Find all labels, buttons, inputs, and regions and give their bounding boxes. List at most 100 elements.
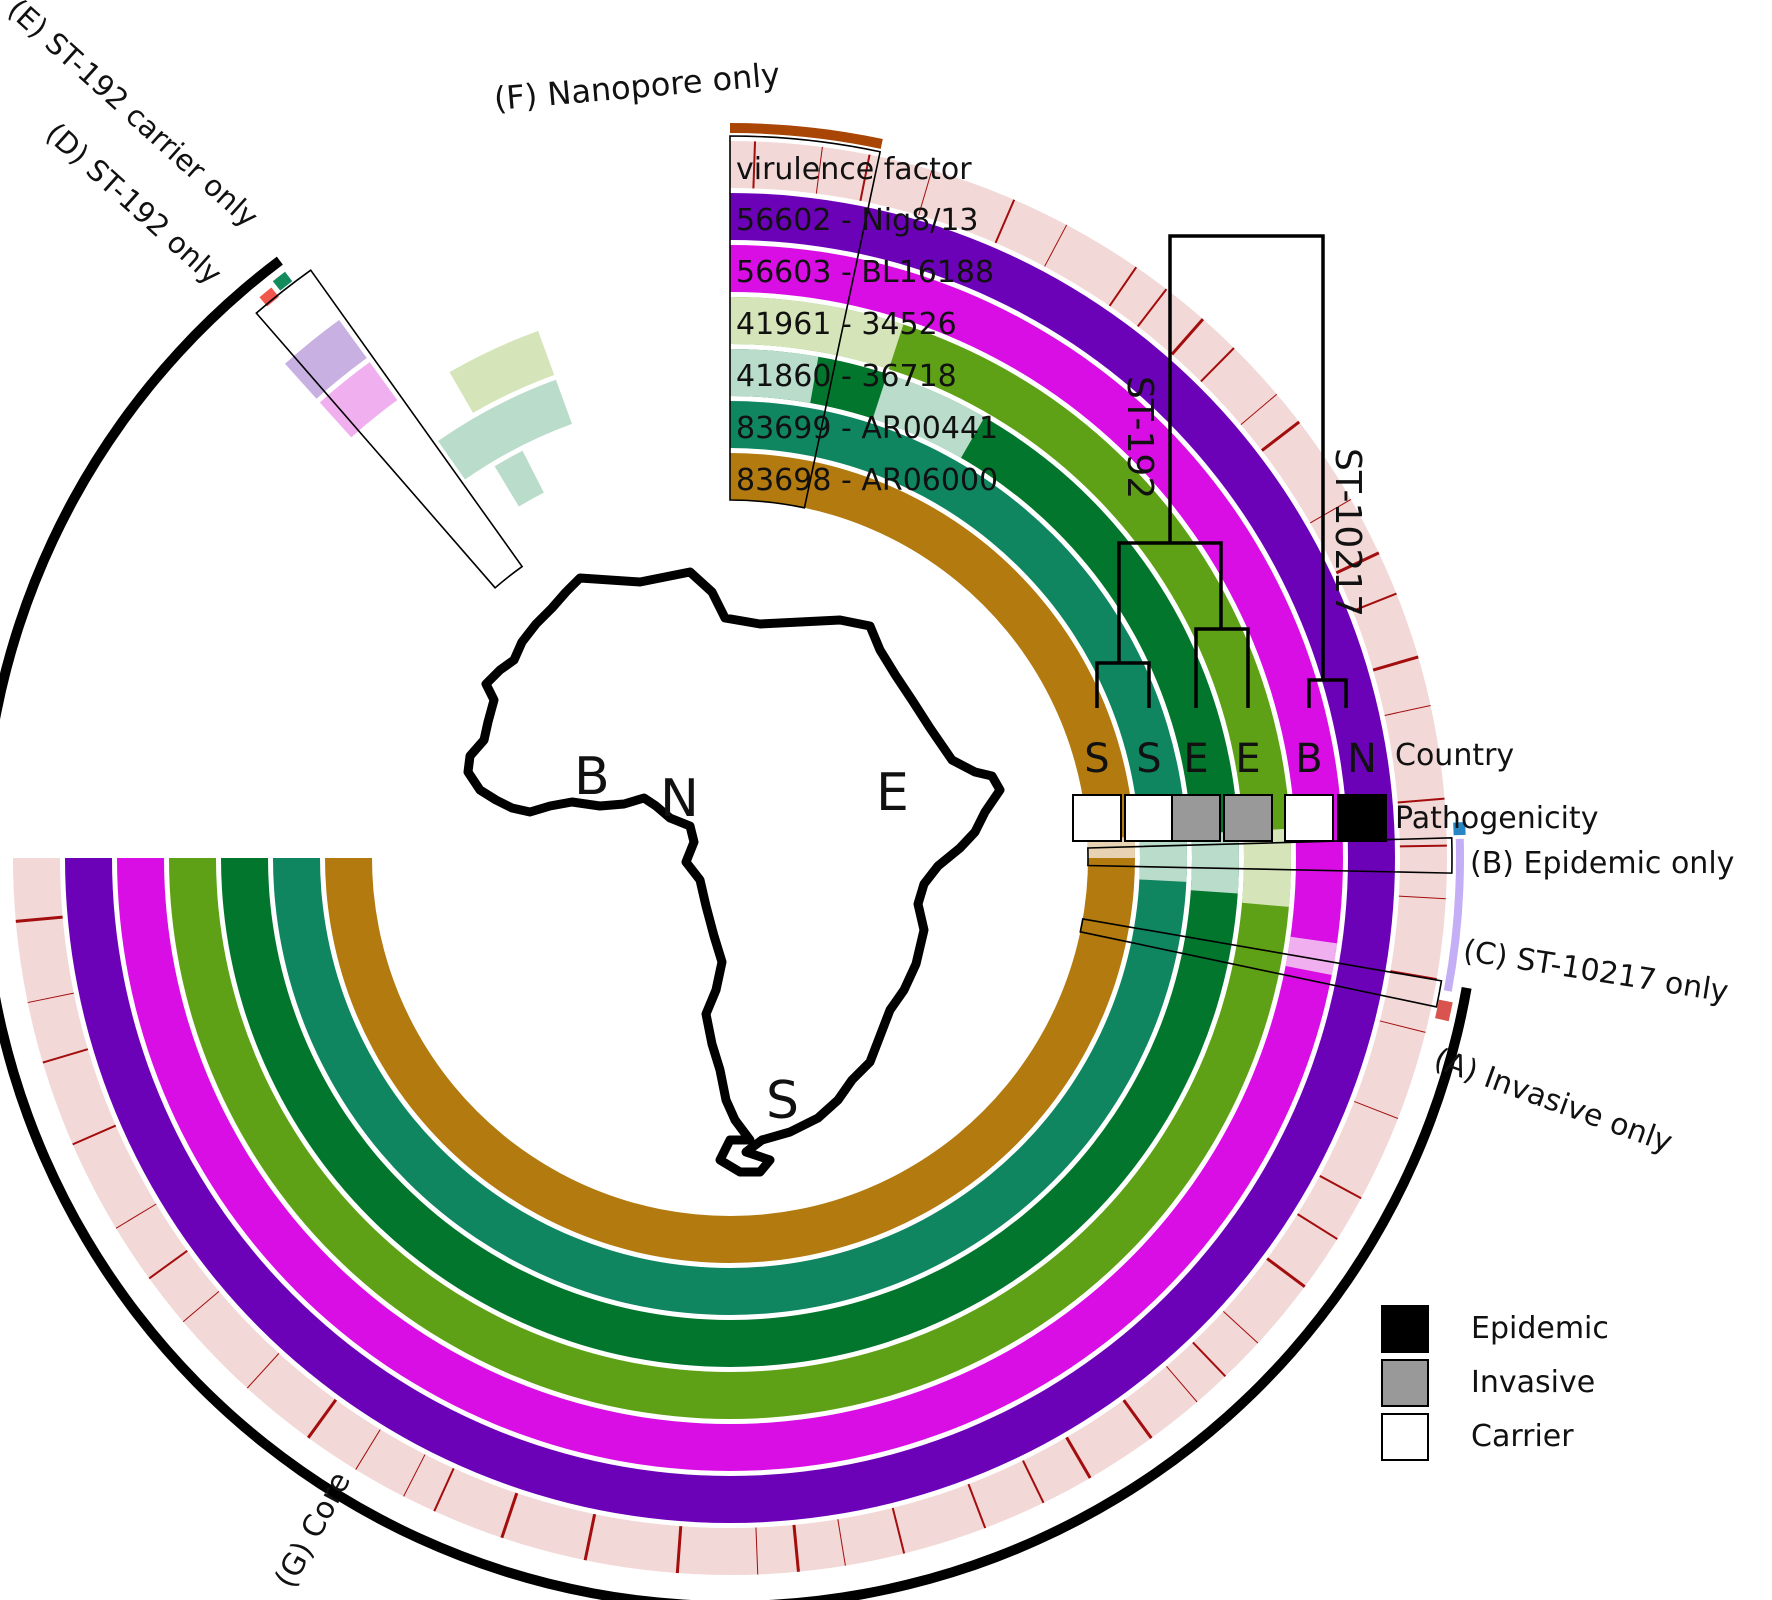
region-arc-B — [1453, 822, 1466, 836]
pathogenicity-row — [1072, 794, 1387, 842]
tree-root — [1168, 234, 1325, 680]
virulence-mark — [1166, 1366, 1198, 1403]
virulence-mark — [792, 1524, 800, 1572]
country-letter-2: E — [1183, 736, 1208, 782]
ring-gap-1 — [730, 349, 819, 404]
phylogenetic-tree — [1095, 234, 1348, 708]
ring-gap-7 — [494, 450, 544, 507]
country-letter-1: S — [1136, 736, 1161, 782]
virulence-mark — [1296, 1213, 1338, 1240]
ring-label-56602: 56602 - Nig8/13 — [736, 203, 979, 238]
country-letter-4: B — [1295, 736, 1322, 782]
legend-label-epidemic: Epidemic — [1471, 1311, 1609, 1346]
region-wedge-3 — [1079, 918, 1443, 1008]
virulence-mark — [1335, 551, 1380, 575]
virulence-mark — [1399, 844, 1447, 848]
virulence-mark — [1352, 592, 1397, 612]
legend: Epidemic Invasive Carrier — [1381, 1305, 1609, 1461]
virulence-mark — [1022, 1460, 1045, 1504]
africa-outline — [463, 567, 1005, 1177]
region-label-f: (F) Nanopore only — [492, 55, 781, 118]
virulence-mark — [148, 1250, 188, 1280]
virulence-mark — [1398, 895, 1446, 900]
virulence-mark — [967, 1483, 987, 1529]
region-label-c: (C) ST-10217 only — [1461, 933, 1731, 1009]
virulence-mark — [115, 1203, 157, 1229]
ring-label-41860: 41860 - 36718 — [736, 359, 957, 394]
region-arc-A — [1435, 999, 1453, 1022]
region-arc-C — [1443, 838, 1464, 992]
virulence-mark — [403, 1454, 426, 1497]
virulence-mark — [837, 1519, 846, 1566]
map-letter-e: E — [876, 763, 909, 823]
virulence-mark — [1192, 1341, 1227, 1378]
region-arc-E — [272, 271, 293, 291]
region-wedge-0 — [729, 135, 882, 509]
map-letter-n: N — [660, 769, 699, 829]
virulence-mark — [1379, 1020, 1426, 1033]
ring-gap-6 — [319, 362, 398, 438]
pathogenicity-box-0 — [1072, 794, 1122, 842]
virulence-mark — [755, 1527, 759, 1575]
virulence-mark — [355, 1429, 381, 1470]
ring-gap-2 — [872, 373, 985, 458]
region-arc-D — [259, 287, 279, 307]
country-letter-5: N — [1347, 736, 1377, 782]
virulence-mark — [27, 992, 74, 1004]
virulence-mark — [815, 146, 823, 194]
country-letter-3: E — [1235, 736, 1260, 782]
ring-gap-12 — [1285, 936, 1338, 975]
pathogenicity-label: Pathogenicity — [1395, 801, 1598, 836]
virulence-mark — [1223, 1310, 1259, 1344]
virulence-mark — [1309, 499, 1352, 524]
pathogenicity-box-1 — [1124, 794, 1174, 842]
virulence-mark — [1122, 1399, 1153, 1440]
virulence-mark — [306, 1398, 338, 1439]
virulence-mark — [918, 169, 933, 216]
ring-labels: virulence factor 56602 - Nig8/13 56603 -… — [736, 152, 998, 498]
virulence-mark — [752, 141, 757, 189]
virulence-mark — [994, 199, 1016, 244]
ring-gap-11 — [1242, 828, 1292, 907]
virulence-mark — [1065, 1436, 1092, 1479]
virulence-mark — [1108, 266, 1138, 307]
clade-label-st192: ST-192 — [1119, 376, 1160, 499]
legend-label-invasive: Invasive — [1471, 1365, 1595, 1400]
pathogenicity-box-3 — [1223, 794, 1273, 842]
tree-e-node — [1194, 627, 1250, 708]
pathogenicity-box-4 — [1284, 794, 1334, 842]
ring-gap-4 — [438, 379, 572, 480]
virulence-mark — [1266, 1257, 1306, 1288]
ring-gap-3 — [449, 330, 555, 413]
map-letter-b: B — [574, 747, 610, 807]
ring-label-83698: 83698 - AR06000 — [736, 463, 998, 498]
map-letter-s: S — [766, 1071, 799, 1131]
region-label-a: (A) Invasive only — [1429, 1042, 1676, 1161]
virulence-mark — [500, 1492, 519, 1539]
region-wedge-2 — [1087, 837, 1453, 874]
tree-s-node — [1095, 661, 1151, 708]
country-letter-0: S — [1084, 736, 1109, 782]
virulence-mark — [246, 1353, 280, 1389]
pathogenicity-box-5 — [1337, 794, 1387, 842]
pathogenicity-box-2 — [1171, 794, 1221, 842]
region-arc-F — [730, 123, 883, 149]
virulence-mark — [1137, 288, 1168, 328]
ring-label-83699: 83699 - AR00441 — [736, 411, 998, 446]
virulence-mark — [1319, 1175, 1362, 1200]
virulence-mark — [1390, 970, 1437, 981]
virulence-mark — [583, 1513, 597, 1561]
virulence-mark — [15, 915, 63, 923]
virulence-mark — [675, 1526, 683, 1574]
legend-swatch-epidemic — [1381, 1305, 1429, 1353]
virulence-mark — [1170, 318, 1205, 356]
virulence-mark — [1384, 704, 1431, 716]
country-label: Country — [1395, 738, 1514, 773]
region-wedge-1 — [255, 269, 524, 589]
region-annotations — [0, 123, 1472, 1600]
virulence-mark — [1372, 655, 1419, 672]
ring-label-41961: 41961 - 34526 — [736, 307, 957, 342]
tree-bn-node — [1307, 678, 1348, 708]
